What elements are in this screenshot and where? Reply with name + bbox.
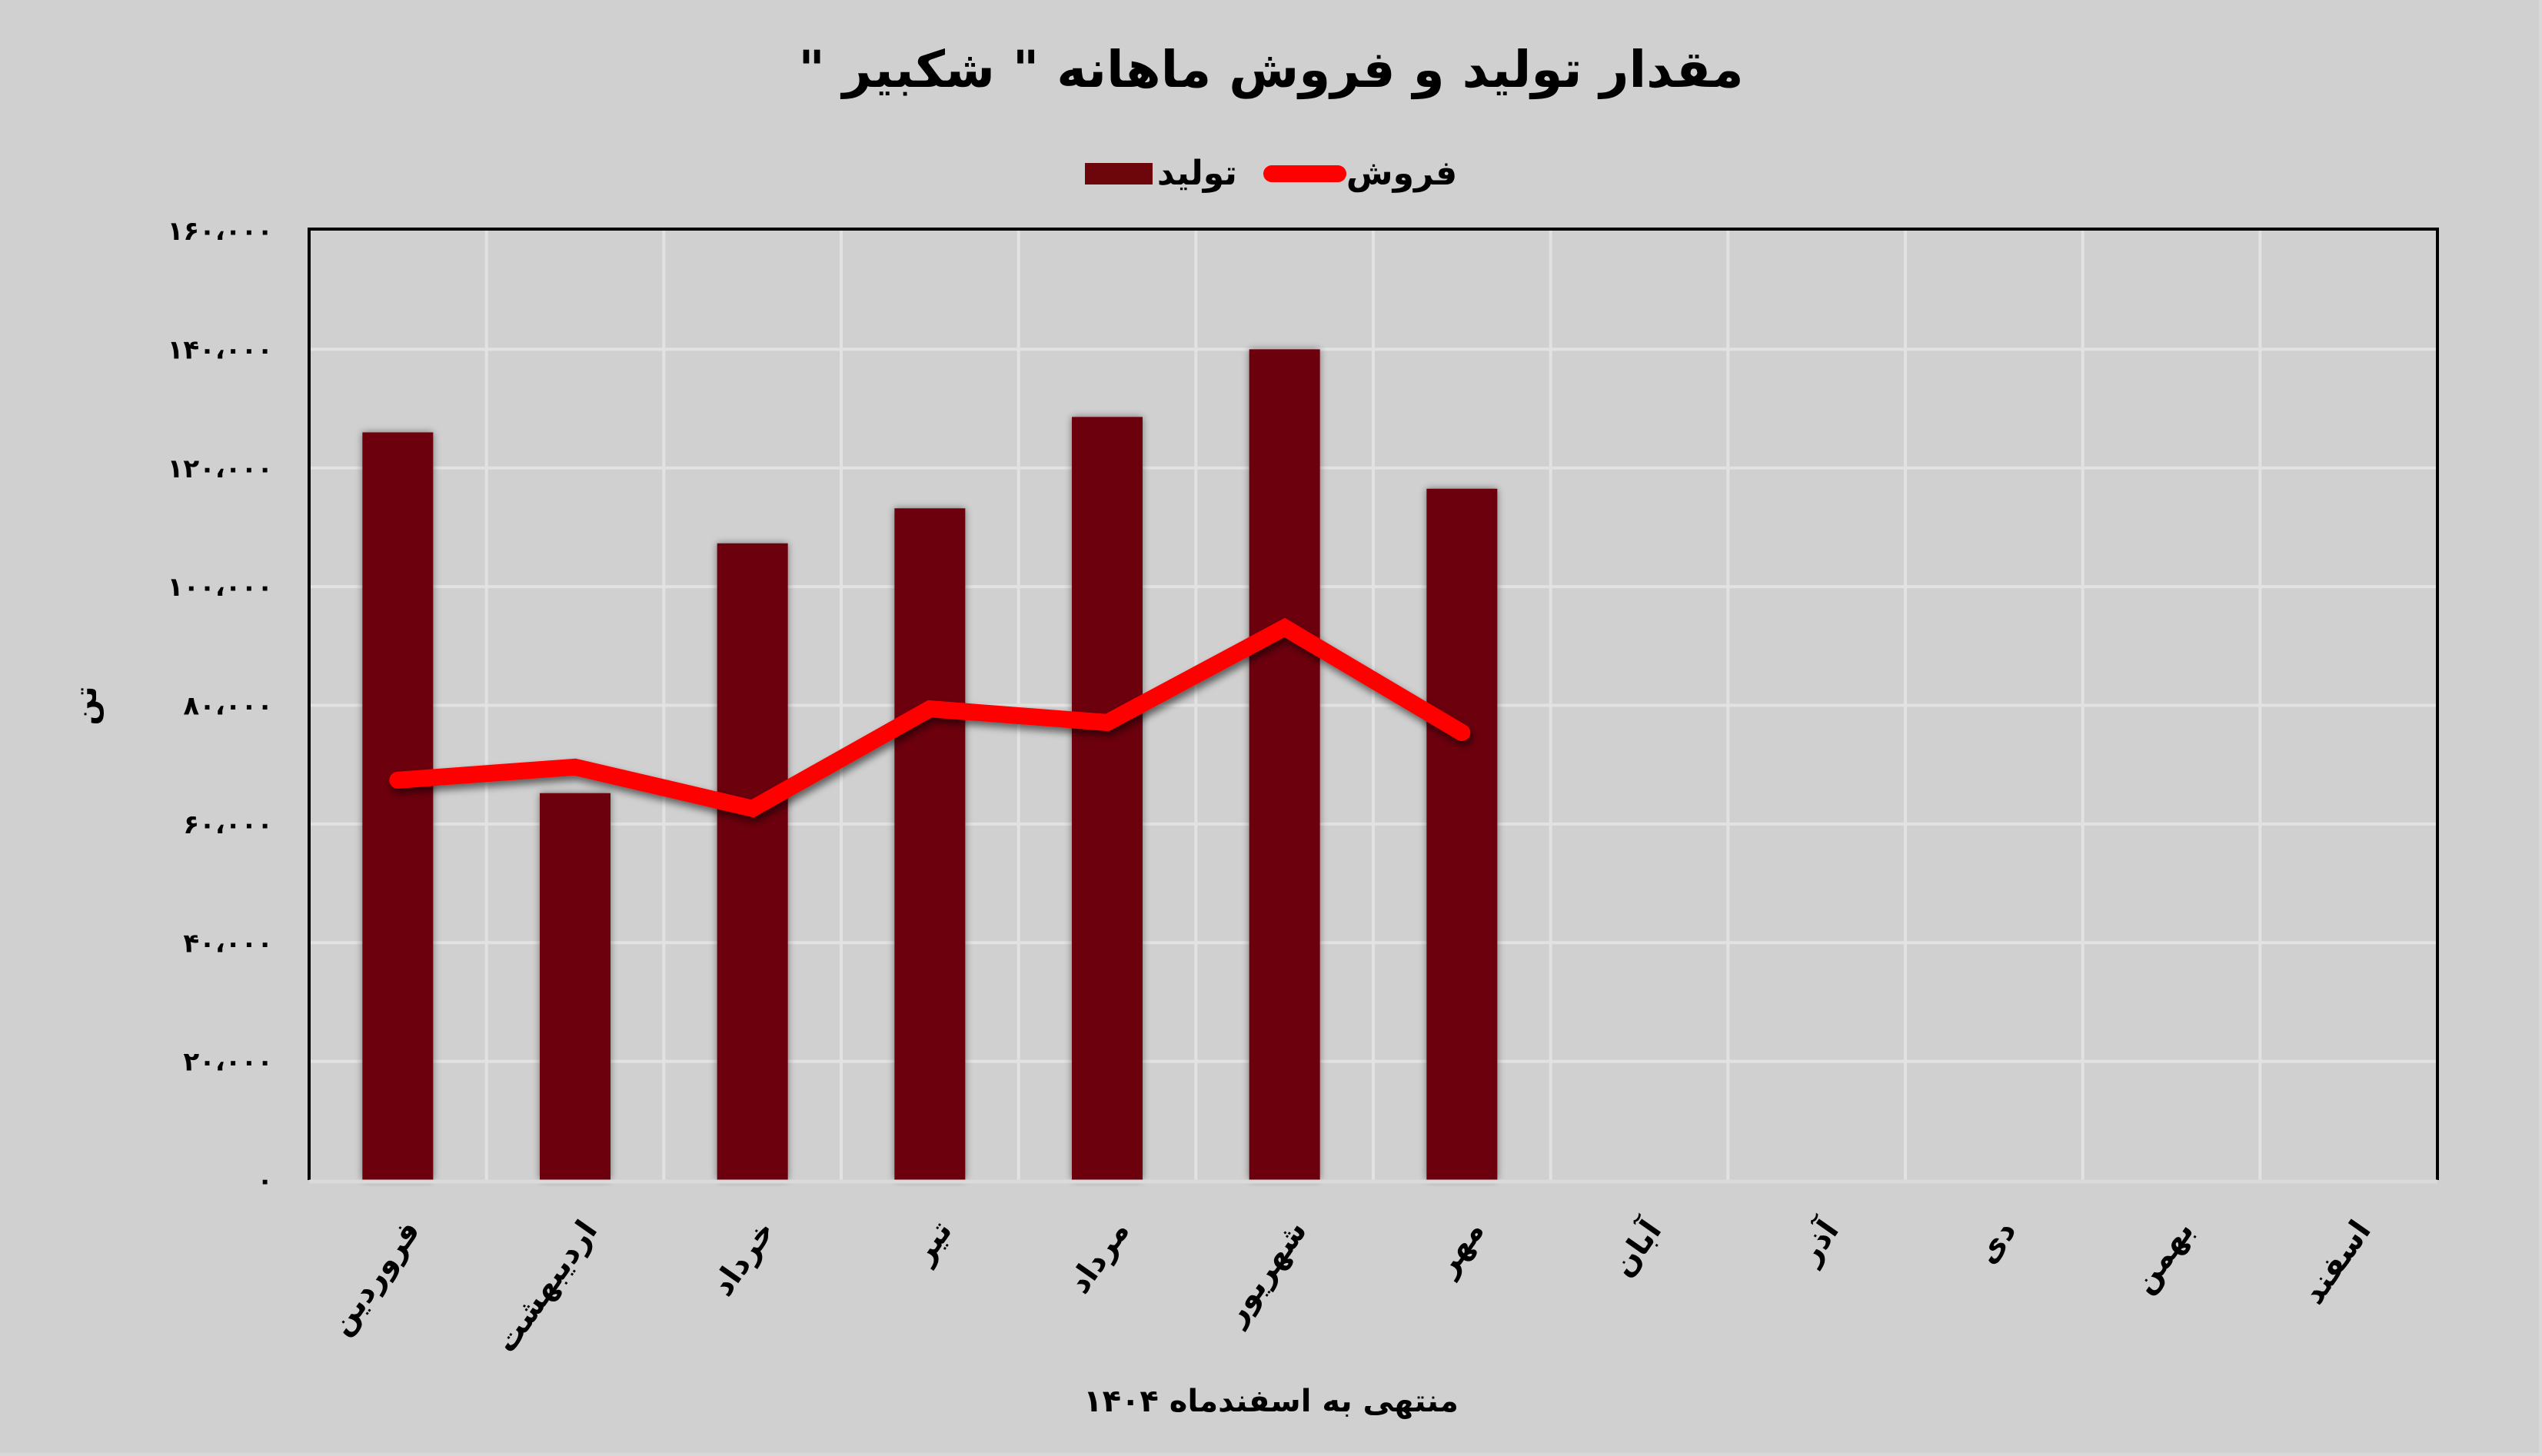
bar-swatch-icon [1084, 162, 1153, 184]
y-tick-label: ۴۰،۰۰۰ [183, 928, 273, 959]
plot-frame [308, 228, 2439, 1184]
production-bar[interactable] [362, 432, 434, 1180]
x-tick-label: مرداد [1062, 1214, 1137, 1300]
production-bar[interactable] [717, 543, 788, 1180]
chart-title: مقدار تولید و فروش ماهانه " شکبیر " [798, 40, 1744, 99]
sales-line [389, 617, 1471, 818]
x-tick-label: آبان [1603, 1212, 1669, 1284]
y-tick-label: ۰ [257, 1165, 273, 1196]
gridlines [309, 229, 2437, 1180]
production-bar[interactable] [1249, 349, 1320, 1180]
y-tick-label: ۱۲۰،۰۰۰ [168, 454, 273, 484]
x-tick-label: آذر [1789, 1212, 1847, 1272]
legend-item-production[interactable]: تولید [1084, 154, 1237, 193]
x-axis-labels: فروردین اردیبهشت خرداد تیر مرداد شهریور مهر آبا… [323, 1212, 2378, 1359]
x-tick-label: اسفند [2296, 1214, 2378, 1311]
production-bar[interactable] [540, 793, 611, 1180]
production-bar[interactable] [1426, 488, 1498, 1180]
x-axis-title: منتهی به اسفندماه ۱۴۰۴ [1083, 1384, 1459, 1419]
y-axis-title: تن [68, 686, 104, 726]
y-tick-label: ۱۶۰،۰۰۰ [168, 216, 273, 247]
y-tick-label: ۸۰،۰۰۰ [183, 691, 273, 722]
y-axis-ticks: ۰ ۲۰،۰۰۰ ۴۰،۰۰۰ ۶۰،۰۰۰ ۸۰،۰۰۰ ۱۰۰،۰۰۰ ۱۲۰،۰۰۰ ۱… [168, 216, 273, 1196]
edge-strip [2539, 0, 2542, 1456]
x-tick-label: مهر [1428, 1214, 1491, 1283]
sales-line-path[interactable] [389, 617, 1471, 818]
production-bars [362, 349, 1498, 1180]
x-tick-label: فروردین [323, 1214, 427, 1341]
production-bar[interactable] [1072, 417, 1143, 1180]
legend-label-production: تولید [1156, 154, 1237, 193]
legend: فروش تولید [0, 154, 2542, 193]
y-tick-label: ۱۰۰،۰۰۰ [168, 572, 273, 603]
y-tick-label: ۲۰،۰۰۰ [183, 1047, 273, 1078]
production-bar[interactable] [894, 508, 966, 1180]
x-tick-label: بهمن [2126, 1214, 2201, 1300]
legend-label-sales: فروش [1346, 154, 1458, 193]
y-tick-label: ۱۴۰،۰۰۰ [168, 334, 273, 365]
x-tick-label: خرداد [705, 1214, 782, 1302]
line-swatch-icon [1263, 165, 1346, 182]
x-tick-label: شهریور [1216, 1214, 1314, 1332]
x-tick-label: تیر [904, 1214, 959, 1271]
x-tick-label: دی [1969, 1214, 2023, 1270]
x-tick-label: اردیبهشت [488, 1214, 604, 1359]
edge-strip [0, 1453, 2542, 1456]
y-tick-label: ۶۰،۰۰۰ [183, 809, 273, 840]
legend-item-sales[interactable]: فروش [1263, 154, 1457, 193]
